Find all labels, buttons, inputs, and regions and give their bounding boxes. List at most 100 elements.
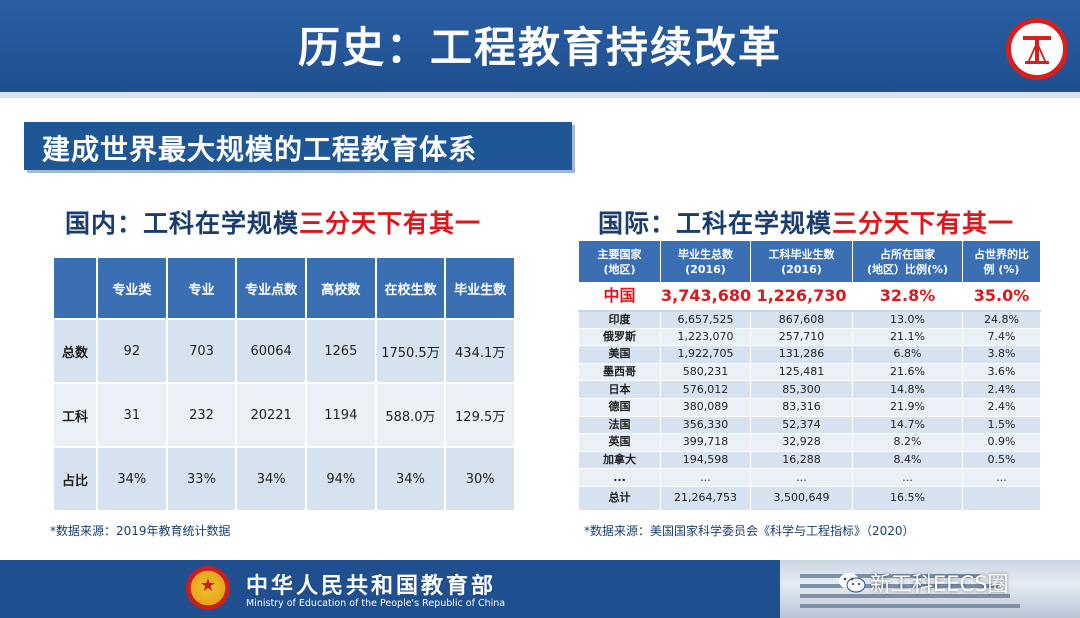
table-cell: 52,374 [750,415,853,435]
domestic-subtitle-prefix: 国内：工科在学规模 [65,209,300,238]
table-cell: 32,928 [750,433,853,452]
table-cell: 2.4% [962,397,1041,417]
country-cell: 法国 [578,415,661,435]
table-cell: ... [660,468,751,487]
national-emblem-icon: ★ [186,566,230,610]
table-row: 工科 31 232 20221 1194 588.0万 129.5万 [54,384,514,446]
header-divider [0,92,1080,98]
slide-header: 历史：工程教育持续改革 [0,0,1080,92]
country-cell: 美国 [578,345,661,364]
table-cell: 30% [446,448,514,510]
ministry-name-cn: 中华人民共和国教育部 [246,574,497,599]
table-cell: 2.4% [962,380,1041,399]
row-label: 占比 [54,448,96,510]
table-cell: 580,231 [660,362,751,382]
table-row: 德国 380,089 83,316 21.9% 2.4% [578,397,1041,417]
table-cell: 21.6% [852,362,963,382]
table-cell: 20221 [237,384,305,446]
table-cell: 13.0% [852,310,963,329]
country-cell: 俄罗斯 [578,327,661,347]
column-header: 高校数 [306,258,375,318]
table-row: 美国 1,922,705 131,286 6.8% 3.8% [578,345,1041,364]
table-cell: 588.0万 [376,384,445,446]
table-cell: ... [750,468,853,487]
watermark-label: 新工科EECS圈 [870,572,1009,596]
table-row: 加拿大 194,598 16,288 8.4% 0.5% [578,450,1041,470]
china-row: 中国 3,743,680 1,226,730 32.8% 35.0% [578,282,1041,312]
table-cell: 21,264,753 [660,485,751,511]
slide-title: 历史：工程教育持续改革 [297,23,782,72]
watermark-text: 新工科EECS圈 [838,568,1009,598]
table-cell: 3.6% [962,362,1041,382]
table-cell: 1,226,730 [750,282,853,312]
table-cell: 3,743,680 [660,282,751,312]
table-cell: 257,710 [750,327,853,347]
column-header [54,258,96,318]
table-cell: 16,288 [750,450,853,470]
table-cell: 14.8% [852,380,963,399]
column-header: 专业 [167,258,236,318]
domestic-subtitle-highlight: 三分天下有其一 [299,209,482,238]
table-cell: 380,089 [660,397,751,417]
column-header: 专业点数 [237,258,305,318]
column-header: 占所在国家 (地区）比例(%) [852,240,963,283]
column-header: 工科毕业生数 (2016) [750,240,853,283]
country-cell: 日本 [578,380,661,399]
table-row: ............... [578,468,1041,487]
row-label: 总数 [54,320,96,382]
table-cell: 60064 [237,320,305,382]
table-cell: 21.1% [852,327,963,347]
table-cell: 21.9% [852,397,963,417]
table-cell: 1194 [306,384,375,446]
table-cell: 1750.5万 [376,320,445,382]
table-cell [962,485,1041,511]
country-cell: ... [578,468,661,487]
table-cell: 32.8% [852,282,963,312]
university-logo-icon [1006,18,1068,80]
table-cell: 1.5% [962,415,1041,435]
table-cell: 3,500,649 [750,485,853,511]
table-header-row: 主要国家 (地区) 毕业生总数 (2016) 工科毕业生数 (2016) 占所在… [578,240,1041,283]
table-cell: 94% [306,448,375,510]
table-cell: 194,598 [660,450,751,470]
table-cell: 0.5% [962,450,1041,470]
table-cell: 3.8% [962,345,1041,364]
table-cell: 中国 [578,282,661,312]
table-cell: 85,300 [750,380,853,399]
table-cell: 129.5万 [446,384,514,446]
table-cell: 34% [376,448,445,510]
table-cell: 6,657,525 [660,310,751,329]
column-header: 毕业生数 [446,258,514,318]
international-table: 主要国家 (地区) 毕业生总数 (2016) 工科毕业生数 (2016) 占所在… [578,240,1041,511]
table-cell: ... [852,468,963,487]
table-cell: 131,286 [750,345,853,364]
international-subtitle-prefix: 国际：工科在学规模 [598,209,833,238]
domestic-source-note: *数据来源：2019年教育统计数据 [50,524,231,538]
domestic-table: 专业类 专业 专业点数 高校数 在校生数 毕业生数 总数 92 703 6006… [52,256,516,512]
table-row: 占比 34% 33% 34% 94% 34% 30% [54,448,514,510]
international-subtitle: 国际：工科在学规模三分天下有其一 [598,204,1014,240]
table-cell: 356,330 [660,415,751,435]
section-banner-text: 建成世界最大规模的工程教育体系 [42,133,478,166]
table-cell: 总计 [578,485,661,511]
table-cell: 399,718 [660,433,751,452]
table-cell: 83,316 [750,397,853,417]
table-cell: 16.5% [852,485,963,511]
row-label: 工科 [54,384,96,446]
table-cell: 1,223,070 [660,327,751,347]
column-header: 专业类 [98,258,166,318]
table-cell: 6.8% [852,345,963,364]
table-cell: 35.0% [962,282,1041,312]
table-header-row: 专业类 专业 专业点数 高校数 在校生数 毕业生数 [54,258,514,318]
country-cell: 德国 [578,397,661,417]
table-row: 俄罗斯 1,223,070 257,710 21.1% 7.4% [578,327,1041,347]
table-cell: 1,922,705 [660,345,751,364]
section-banner: 建成世界最大规模的工程教育体系 [24,122,572,170]
column-header: 毕业生总数 (2016) [660,240,751,283]
country-cell: 墨西哥 [578,362,661,382]
table-cell: 34% [237,448,305,510]
table-cell: 8.4% [852,450,963,470]
table-cell: 14.7% [852,415,963,435]
table-cell: 7.4% [962,327,1041,347]
table-cell: 0.9% [962,433,1041,452]
